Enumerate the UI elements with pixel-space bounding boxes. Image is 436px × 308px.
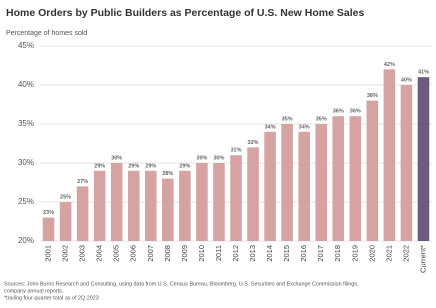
bar <box>196 163 208 241</box>
y-tick-label: 35% <box>18 119 34 128</box>
bar <box>417 77 430 241</box>
x-tick-label: 2007 <box>146 245 155 262</box>
x-tick-label: 2005 <box>112 245 121 262</box>
x-tick-label: 2004 <box>95 245 104 262</box>
x-tick-label: 2018 <box>333 245 342 262</box>
bar <box>110 163 123 241</box>
value-label: 35% <box>316 116 327 122</box>
value-label: 40% <box>401 77 412 83</box>
x-tick-label: 2017 <box>316 245 325 262</box>
bar <box>76 186 89 241</box>
x-tick-label: 2009 <box>180 245 189 262</box>
value-label: 29% <box>179 163 190 169</box>
value-label: 25% <box>60 194 71 200</box>
value-label: 27% <box>77 179 88 185</box>
x-tick-label: 2001 <box>44 245 53 262</box>
value-label: 29% <box>128 163 139 169</box>
value-label: 36% <box>350 109 361 115</box>
x-tick-label: 2014 <box>265 245 274 262</box>
y-tick-label: 40% <box>18 80 34 89</box>
bar <box>332 116 345 241</box>
y-axis-label: Percentage of homes sold <box>6 30 87 37</box>
bar <box>264 131 276 241</box>
x-tick-label: 2003 <box>78 245 87 262</box>
x-tick-label: 2013 <box>248 245 257 262</box>
x-tick-label: 2008 <box>163 245 172 262</box>
chart-title: Home Orders by Public Builders as Percen… <box>6 7 364 19</box>
x-tick-label: 2022 <box>401 245 410 262</box>
x-tick-label: 2016 <box>299 245 308 262</box>
bar <box>144 170 157 241</box>
bar <box>59 202 72 241</box>
x-tick-label: 2006 <box>129 245 138 262</box>
x-tick-label: 2011 <box>214 245 223 261</box>
value-label: 30% <box>111 155 122 161</box>
y-tick-label: 25% <box>18 197 34 206</box>
x-tick-label: 2021 <box>384 245 393 262</box>
value-label: 23% <box>43 210 54 216</box>
bar <box>162 178 174 241</box>
bar <box>383 69 396 242</box>
value-label: 34% <box>265 124 276 130</box>
bar <box>366 100 379 241</box>
x-tick-label: Current* <box>418 245 427 273</box>
value-label: 31% <box>230 148 241 154</box>
value-label: 41% <box>418 70 429 76</box>
bar <box>281 124 293 241</box>
y-tick-label: 20% <box>18 236 34 245</box>
value-label: 36% <box>333 109 344 115</box>
value-label: 34% <box>299 124 310 130</box>
bar <box>127 170 140 241</box>
y-tick-label: 30% <box>18 158 34 167</box>
bar <box>93 170 106 241</box>
x-tick-label: 2010 <box>197 245 206 262</box>
value-label: 29% <box>94 163 105 169</box>
note: *trailing four-quarter total as of 2Q 20… <box>4 295 99 301</box>
value-label: 30% <box>196 155 207 161</box>
value-label: 42% <box>384 62 395 68</box>
value-label: 32% <box>248 140 259 146</box>
bar <box>298 131 310 241</box>
x-tick-label: 2015 <box>282 245 291 262</box>
x-tick-label: 2012 <box>231 245 240 262</box>
y-tick-label: 45% <box>18 41 34 50</box>
value-label: 30% <box>213 155 224 161</box>
source: company annual reports. <box>4 288 63 294</box>
x-tick-label: 2002 <box>61 245 70 262</box>
bar <box>42 217 55 241</box>
value-label: 38% <box>367 93 378 99</box>
bar <box>247 147 259 241</box>
x-tick-label: 2019 <box>350 245 359 262</box>
value-label: 29% <box>145 163 156 169</box>
bar <box>400 85 413 241</box>
source: Sources: John Burns Research and Consult… <box>4 281 359 287</box>
bar <box>349 116 362 241</box>
bar <box>230 155 242 241</box>
value-label: 28% <box>162 171 173 177</box>
bar <box>213 163 225 241</box>
x-tick-label: 2020 <box>367 245 376 262</box>
bar <box>179 170 191 241</box>
bar <box>315 124 328 241</box>
value-label: 35% <box>282 116 293 122</box>
